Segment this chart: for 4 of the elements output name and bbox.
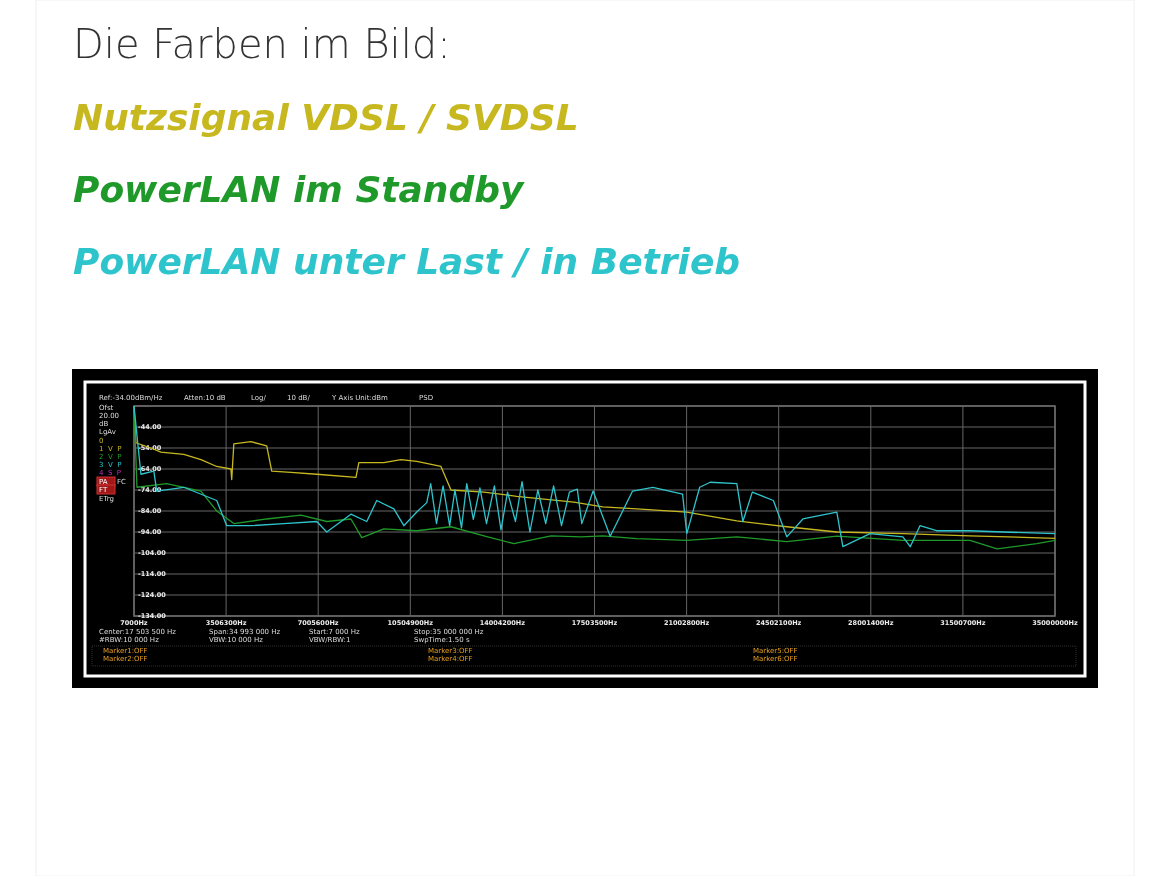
text: PowerLAN unter Last / in Betrieb (73, 241, 741, 282)
text: PowerLAN im Standby (73, 169, 525, 210)
text: Nutzsignal VDSL / SVDSL (73, 97, 579, 138)
chart-title: Die Farben im Bild: (73, 21, 451, 67)
